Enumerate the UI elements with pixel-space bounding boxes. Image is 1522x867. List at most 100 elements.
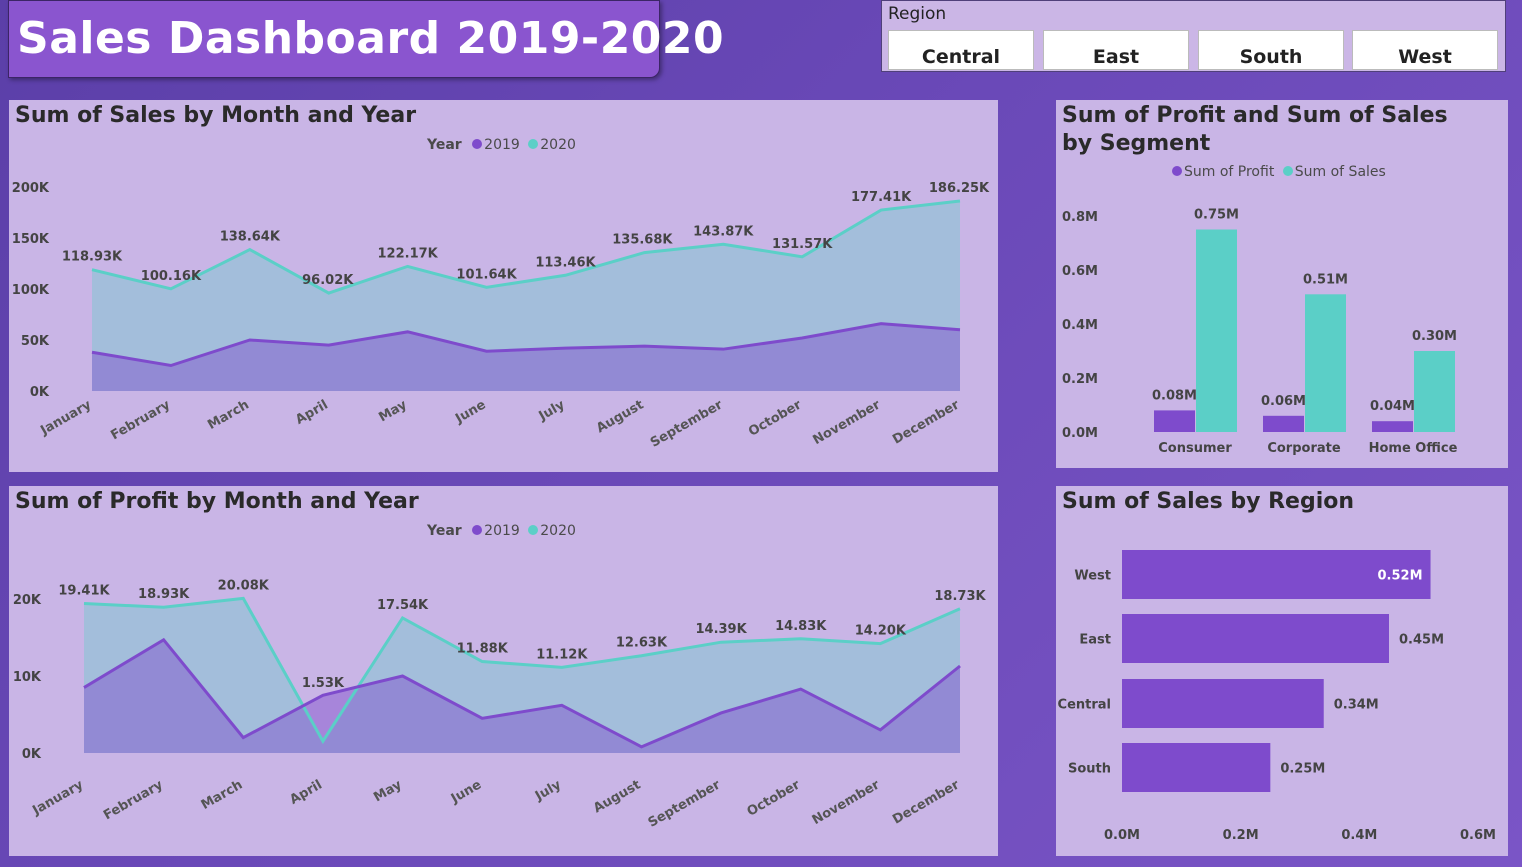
profit-by-month-legend: Year 2019 2020 (427, 523, 576, 539)
sales-by-month-chart: 0K 50K 100K 150K 200K 118.93K 100.16K 138.64K 96… (12, 181, 990, 451)
dashboard-title: Sales Dashboard 2019-2020 (17, 13, 725, 64)
x-category-label: October (745, 777, 804, 820)
bar-data-label: 0.52M (1378, 569, 1423, 584)
data-label: 18.73K (934, 589, 986, 604)
data-label: 101.64K (456, 267, 517, 282)
y-tick-label: 0.2M (1062, 372, 1098, 387)
data-label: 135.68K (612, 233, 673, 248)
x-category-label: March (199, 777, 246, 813)
segment-panel: Sum of Profit and Sum of Sales by Segmen… (1056, 100, 1508, 468)
legend-dot-2020 (528, 139, 539, 149)
bar-data-label: 0.75M (1194, 208, 1239, 223)
x-category-label: February (101, 777, 166, 823)
sales-bar (1414, 351, 1455, 432)
region-bar (1122, 614, 1389, 663)
series-2020-line (91, 199, 961, 295)
slicer-option-central[interactable]: Central (888, 30, 1034, 70)
legend-title: Year (427, 137, 462, 153)
x-tick-label: 0.2M (1223, 828, 1259, 843)
sales-bar (1196, 229, 1237, 432)
data-label: 122.17K (378, 246, 439, 261)
sales-by-month-panel: Sum of Sales by Month and Year Year 2019… (9, 100, 998, 472)
x-category-label: November (810, 397, 883, 448)
profit-bar (1263, 415, 1304, 432)
x-category-label: Corporate (1267, 441, 1341, 456)
series-2019-area (84, 639, 960, 753)
x-category-label: Consumer (1158, 441, 1232, 456)
y-tick-label: 50K (21, 334, 50, 349)
region-bar (1122, 743, 1271, 792)
sales-by-month-title: Sum of Sales by Month and Year (15, 103, 417, 128)
region-bar (1122, 679, 1324, 728)
slicer-option-south[interactable]: South (1198, 30, 1344, 70)
bar-data-label: 0.34M (1334, 698, 1379, 713)
series-2019-line (83, 637, 961, 749)
slicer-option-west[interactable]: West (1352, 30, 1498, 70)
x-category-label: May (371, 777, 405, 805)
profit-by-month-chart: 0K 10K 20K 19.41K 18.93K 20.08K 1.53K 17.54K 11.… (13, 578, 987, 831)
x-category-label: September (646, 777, 724, 831)
region-bar (1122, 550, 1431, 599)
data-label: 20.08K (218, 578, 270, 593)
x-category-label: January (29, 777, 86, 819)
bar-data-label: 0.51M (1303, 272, 1348, 287)
region-chart: West 0.52M East 0.45M Central 0.34M South 0.25M… (1058, 550, 1496, 843)
legend-title: Year (427, 523, 462, 539)
x-category-label: Home Office (1369, 441, 1458, 456)
sales-by-month-legend: Year 2019 2020 (427, 137, 576, 153)
y-category-label: South (1068, 762, 1111, 777)
x-category-label: December (890, 397, 962, 447)
y-category-label: East (1079, 633, 1111, 648)
segment-title: Sum of Profit and Sum of Sales by Segmen… (1062, 103, 1448, 156)
x-category-label: September (648, 397, 726, 451)
region-panel: Sum of Sales by Region West 0.52M East 0.45… (1056, 486, 1508, 856)
data-label: 14.20K (855, 624, 907, 639)
data-label: 143.87K (693, 224, 754, 239)
y-tick-label: 0.6M (1062, 264, 1098, 279)
x-category-label: October (746, 397, 805, 440)
x-category-label: August (594, 397, 646, 436)
data-label: 14.39K (695, 622, 747, 637)
x-category-label: June (448, 777, 484, 807)
series-2019-line (91, 322, 961, 368)
legend-label-2020: 2020 (540, 523, 576, 539)
data-label: 18.93K (138, 587, 190, 602)
data-label: 11.12K (536, 647, 588, 662)
y-tick-label: 0K (22, 747, 42, 762)
data-label: 11.88K (457, 642, 509, 657)
legend-label-sales: Sum of Sales (1294, 164, 1386, 180)
x-category-label: December (890, 777, 962, 827)
profit-by-month-title: Sum of Profit by Month and Year (15, 489, 419, 514)
y-category-label: West (1074, 569, 1111, 584)
y-tick-label: 20K (13, 593, 42, 608)
bar-data-label: 0.30M (1412, 329, 1457, 344)
legend-dot-profit (1172, 166, 1182, 176)
data-label: 12.63K (616, 636, 668, 651)
x-category-label: July (532, 777, 564, 804)
slicer-option-east[interactable]: East (1043, 30, 1189, 70)
segment-legend: Sum of Profit Sum of Sales (1168, 164, 1386, 180)
series-2020-area (84, 598, 960, 753)
bar-data-label: 0.25M (1280, 762, 1325, 777)
segment-chart: 0.0M 0.2M 0.4M 0.6M 0.8M 0.08M 0.75M Consumer 0.… (1062, 208, 1458, 457)
y-tick-label: 0.8M (1062, 210, 1098, 225)
data-label: 177.41K (851, 190, 912, 205)
region-title: Sum of Sales by Region (1062, 489, 1355, 514)
data-label: 113.46K (535, 255, 596, 270)
y-tick-label: 0.4M (1062, 318, 1098, 333)
data-label: 14.83K (775, 619, 827, 634)
profit-by-month-panel: Sum of Profit by Month and Year Year 201… (9, 486, 998, 856)
x-category-label: February (108, 397, 173, 443)
data-label: 19.41K (58, 584, 110, 599)
x-category-label: May (376, 397, 410, 425)
bar-data-label: 0.04M (1370, 399, 1415, 414)
legend-label-2020: 2020 (540, 137, 576, 153)
x-category-label: January (37, 397, 94, 439)
legend-dot-sales (1282, 166, 1293, 176)
x-category-label: November (810, 777, 883, 828)
x-tick-label: 0.6M (1460, 828, 1496, 843)
bar-data-label: 0.06M (1261, 394, 1306, 409)
series-2020-line (83, 596, 961, 745)
data-label: 131.57K (772, 237, 833, 252)
x-category-label: March (205, 397, 252, 433)
